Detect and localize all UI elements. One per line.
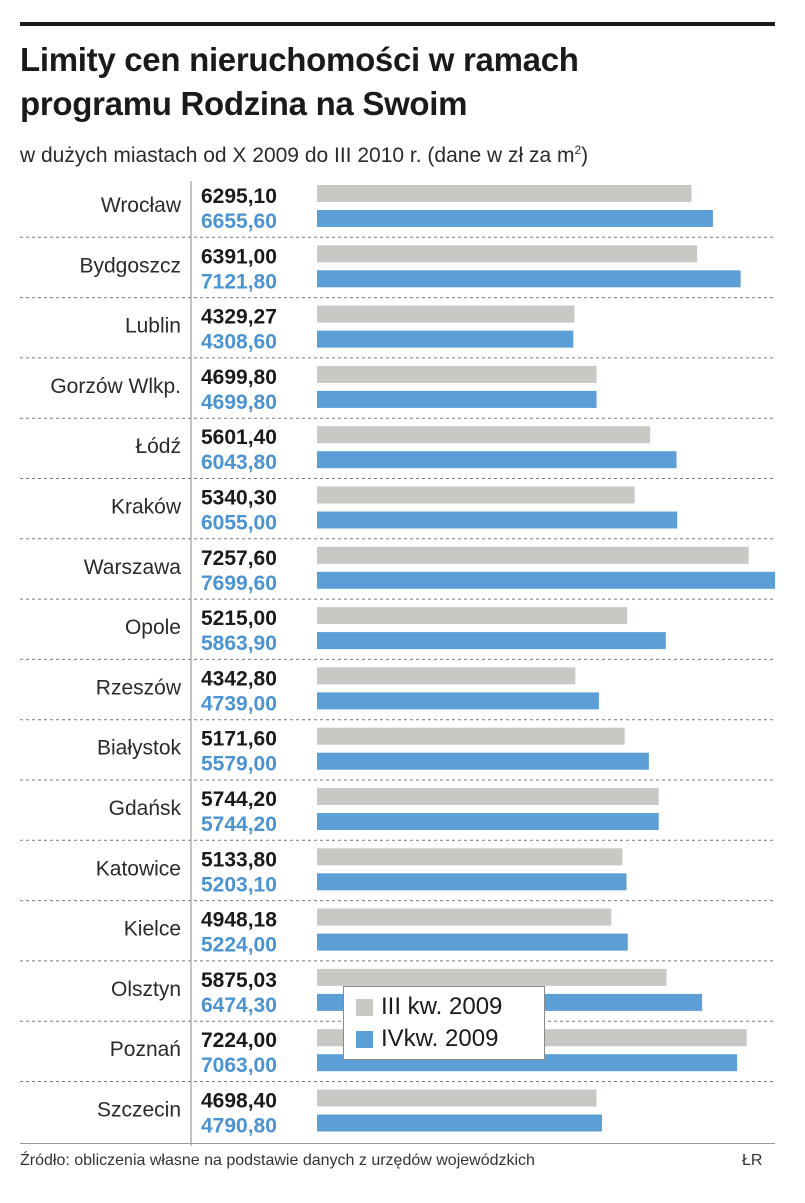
bar-series-2 [317, 511, 678, 529]
category-label: Bydgoszcz [79, 254, 181, 277]
category-label: Lublin [125, 315, 181, 338]
category-label: Gdańsk [109, 797, 182, 820]
value-label-series-2: 5744,20 [201, 813, 277, 836]
value-label-series-2: 4308,60 [201, 331, 277, 354]
value-label-series-1: 4342,80 [201, 667, 277, 690]
bar-series-2 [317, 692, 599, 710]
title-line-2: programu Rodzina na Swoim [20, 85, 468, 122]
bar-series-2 [317, 210, 713, 227]
value-label-series-2: 7063,00 [201, 1054, 277, 1077]
bar-series-2 [317, 1114, 602, 1132]
value-label-series-1: 5875,03 [201, 969, 277, 992]
footer-rule [20, 1143, 775, 1144]
subtitle-end: ) [581, 144, 589, 167]
subtitle-superscript: 2 [574, 143, 582, 157]
bar-series-2 [317, 873, 627, 891]
bar-series-1 [317, 667, 576, 685]
chart-title: Limity cen nieruchomości w ramach progra… [20, 38, 780, 126]
value-label-series-1: 7257,60 [201, 547, 277, 570]
bar-series-2 [317, 571, 775, 589]
legend-item-series-2: IVkw. 2009 [356, 1024, 498, 1054]
legend-swatch-series-1 [356, 998, 373, 1016]
subtitle-text: w dużych miastach od X 2009 do III 2010 … [20, 144, 575, 167]
bar-series-1 [317, 426, 651, 444]
author-credit: ŁR [742, 1152, 763, 1169]
source-note: Źródło: obliczenia własne na podstawie d… [20, 1152, 535, 1169]
legend-label-series-1: III kw. 2009 [381, 993, 503, 1020]
value-label-series-2: 5579,00 [201, 753, 277, 776]
chart-subtitle: w dużych miastach od X 2009 do III 2010 … [20, 136, 790, 170]
category-label: Kraków [111, 496, 182, 519]
bar-series-1 [317, 968, 667, 986]
value-label-series-1: 5133,80 [201, 848, 277, 871]
legend: III kw. 2009 IVkw. 2009 [343, 986, 545, 1060]
bar-series-1 [317, 1089, 597, 1107]
bar-series-2 [317, 813, 659, 830]
legend-swatch-series-2 [356, 1030, 373, 1048]
category-label: Łódź [135, 435, 181, 458]
value-label-series-2: 7121,80 [201, 270, 277, 293]
bar-series-1 [317, 908, 612, 926]
bar-series-2 [317, 330, 574, 348]
value-label-series-1: 5744,20 [201, 788, 277, 811]
value-label-series-1: 6391,00 [201, 245, 277, 268]
bar-series-1 [317, 607, 628, 625]
bar-series-1 [317, 486, 635, 504]
bar-series-2 [317, 752, 649, 770]
bar-series-2 [317, 270, 741, 288]
category-label: Wrocław [101, 194, 182, 217]
value-label-series-2: 6655,60 [201, 210, 277, 233]
bar-series-2 [317, 933, 628, 951]
value-label-series-2: 6474,30 [201, 994, 277, 1017]
bar-series-1 [317, 727, 625, 745]
value-label-series-1: 5601,40 [201, 426, 277, 449]
value-label-series-2: 6043,80 [201, 451, 277, 474]
bar-series-2 [317, 632, 666, 650]
category-label: Poznań [110, 1038, 181, 1061]
bar-series-1 [317, 365, 597, 383]
value-label-series-2: 4739,00 [201, 692, 277, 715]
category-label: Białystok [97, 737, 182, 760]
value-label-series-1: 4948,18 [201, 909, 277, 932]
value-label-series-1: 5340,30 [201, 487, 277, 510]
value-label-series-1: 7224,00 [201, 1029, 277, 1052]
bar-series-1 [317, 245, 698, 263]
value-label-series-2: 6055,00 [201, 512, 277, 535]
category-label: Katowice [96, 857, 181, 880]
bar-series-1 [317, 788, 659, 805]
legend-label-series-2: IVkw. 2009 [381, 1025, 499, 1052]
bar-series-1 [317, 848, 623, 866]
value-label-series-1: 4699,80 [201, 366, 277, 389]
top-rule [20, 22, 775, 26]
bar-series-2 [317, 451, 677, 469]
value-label-series-2: 5203,10 [201, 873, 277, 896]
value-label-series-2: 5224,00 [201, 934, 277, 957]
bar-series-1 [317, 305, 575, 323]
title-line-1: Limity cen nieruchomości w ramach [20, 41, 579, 78]
bar-series-2 [317, 390, 597, 408]
value-label-series-1: 4698,40 [201, 1090, 277, 1113]
bar-series-1 [317, 185, 692, 202]
value-label-series-1: 5171,60 [201, 728, 277, 751]
value-label-series-2: 4790,80 [201, 1115, 277, 1138]
category-label: Gorzów Wlkp. [50, 375, 181, 398]
value-label-series-2: 4699,80 [201, 391, 277, 414]
category-label: Opole [125, 616, 181, 639]
category-label: Warszawa [84, 556, 182, 579]
category-label: Szczecin [97, 1099, 181, 1122]
value-label-series-1: 6295,10 [201, 185, 277, 208]
legend-item-series-1: III kw. 2009 [356, 992, 502, 1022]
category-label: Olsztyn [111, 978, 181, 1001]
value-label-series-2: 5863,90 [201, 632, 277, 655]
value-label-series-2: 7699,60 [201, 572, 277, 595]
bar-series-1 [317, 546, 749, 564]
category-label: Kielce [124, 918, 181, 941]
category-label: Rzeszów [96, 676, 182, 699]
value-label-series-1: 4329,27 [201, 306, 277, 329]
value-label-series-1: 5215,00 [201, 607, 277, 630]
